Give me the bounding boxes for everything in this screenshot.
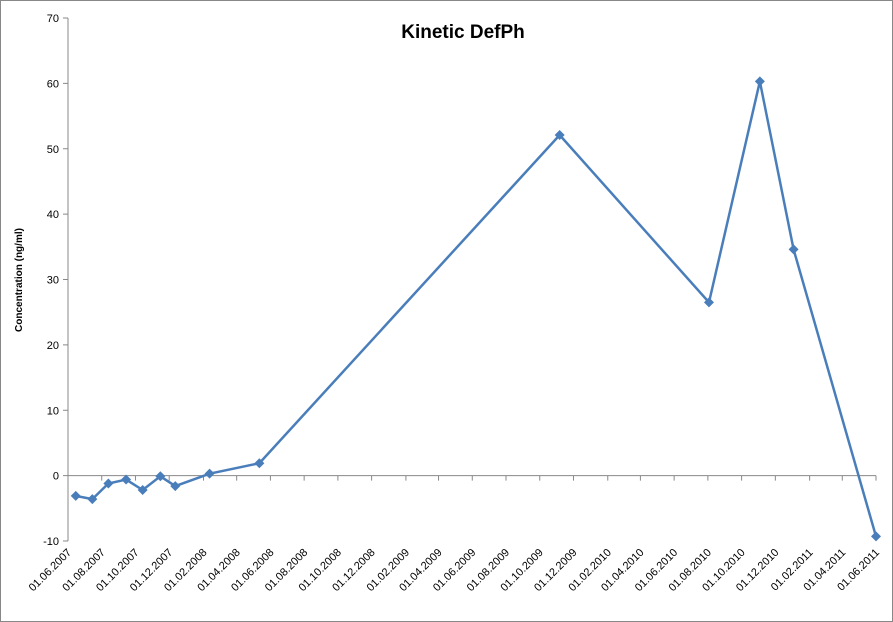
y-axis-label: Concentration (ng/ml) — [14, 228, 25, 332]
y-tick-label: 20 — [47, 340, 59, 352]
data-marker — [703, 297, 714, 308]
y-tick-label: 30 — [47, 275, 59, 287]
data-marker — [254, 458, 265, 469]
data-marker — [554, 130, 565, 141]
data-marker — [754, 76, 765, 87]
data-marker — [137, 485, 148, 496]
y-tick-label: 60 — [47, 78, 59, 90]
y-tick-label: 50 — [47, 144, 59, 156]
y-tick-label: 40 — [47, 209, 59, 221]
data-marker — [170, 481, 181, 492]
y-tick-label: 70 — [47, 13, 59, 25]
data-marker — [103, 478, 114, 489]
data-marker — [87, 494, 98, 505]
data-marker — [121, 474, 132, 485]
data-marker — [871, 531, 881, 542]
data-marker — [788, 244, 799, 255]
y-tick-label: 10 — [47, 405, 59, 417]
data-marker — [155, 471, 166, 482]
y-tick-label: 0 — [53, 471, 59, 483]
data-marker — [70, 490, 81, 501]
chart-title: Kinetic DefPh — [401, 22, 525, 43]
data-marker — [204, 468, 215, 479]
y-tick-label: -10 — [43, 536, 59, 548]
